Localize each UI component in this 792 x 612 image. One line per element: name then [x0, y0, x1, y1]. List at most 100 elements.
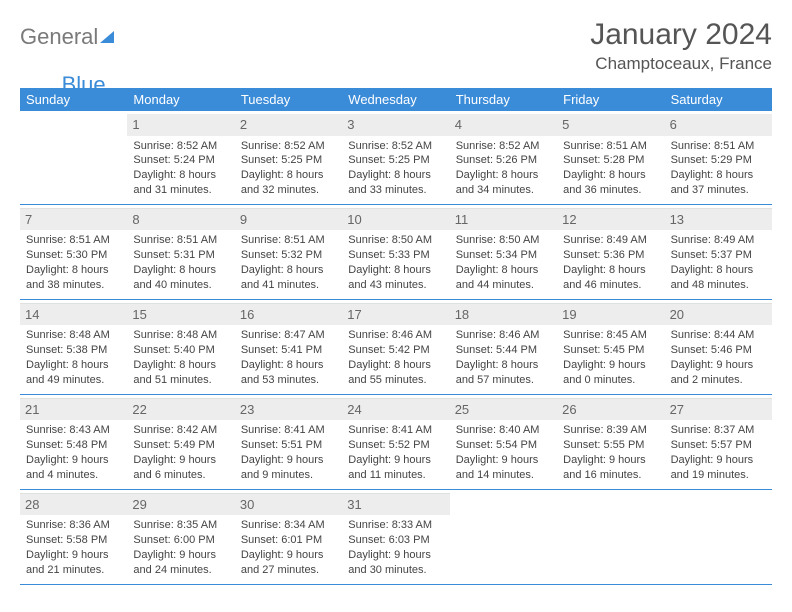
day-cell: 15Sunrise: 8:48 AMSunset: 5:40 PMDayligh… [127, 300, 234, 394]
day-info-line: and 4 minutes. [26, 468, 121, 483]
day-info-line: Daylight: 8 hours [241, 358, 336, 373]
day-info-line: Daylight: 9 hours [26, 548, 121, 563]
day-number: 21 [20, 398, 127, 421]
day-number: 3 [342, 114, 449, 136]
logo-line2: Gen Blue [20, 72, 106, 98]
day-number: 18 [450, 303, 557, 326]
day-info-line: Sunset: 6:00 PM [133, 533, 228, 548]
day-info-line: Sunset: 5:34 PM [456, 248, 551, 263]
day-info-line: Sunrise: 8:36 AM [26, 518, 121, 533]
weekday-header: Saturday [665, 88, 772, 111]
day-info-line: Sunset: 5:25 PM [241, 153, 336, 168]
day-number: 9 [235, 208, 342, 231]
day-cell: 31Sunrise: 8:33 AMSunset: 6:03 PMDayligh… [342, 490, 449, 584]
day-info-line: Sunrise: 8:52 AM [456, 139, 551, 154]
day-cell: 8Sunrise: 8:51 AMSunset: 5:31 PMDaylight… [127, 205, 234, 299]
day-info-line: Sunrise: 8:41 AM [241, 423, 336, 438]
day-info-line: Daylight: 8 hours [456, 263, 551, 278]
day-cell: 22Sunrise: 8:42 AMSunset: 5:49 PMDayligh… [127, 395, 234, 489]
day-info-line: Sunset: 5:37 PM [671, 248, 766, 263]
day-info-line: Sunset: 5:42 PM [348, 343, 443, 358]
day-info-line: and 41 minutes. [241, 278, 336, 293]
day-info-line: Sunrise: 8:45 AM [563, 328, 658, 343]
day-cell: 5 Sunrise: 8:51 AMSunset: 5:28 PMDaylight… [557, 111, 664, 204]
day-cell: 9Sunrise: 8:51 AMSunset: 5:32 PMDaylight… [235, 205, 342, 299]
day-cell: 3Sunrise: 8:52 AMSunset: 5:25 PMDaylight… [342, 111, 449, 204]
day-info-line: Sunrise: 8:40 AM [456, 423, 551, 438]
day-cell: 24Sunrise: 8:41 AMSunset: 5:52 PMDayligh… [342, 395, 449, 489]
day-info-line: Sunrise: 8:51 AM [26, 233, 121, 248]
day-info-line: Sunrise: 8:52 AM [241, 139, 336, 154]
day-info-line: Sunset: 5:51 PM [241, 438, 336, 453]
week-row: 1Sunrise: 8:52 AMSunset: 5:24 PMDaylight… [20, 111, 772, 205]
day-info-line: and 11 minutes. [348, 468, 443, 483]
day-info-line: and 34 minutes. [456, 183, 551, 198]
day-number: 29 [127, 493, 234, 516]
day-info-line: Daylight: 8 hours [563, 168, 658, 183]
day-info-line: Sunrise: 8:52 AM [348, 139, 443, 154]
day-info-line: and 33 minutes. [348, 183, 443, 198]
day-number: 8 [127, 208, 234, 231]
day-info-line: Sunset: 5:55 PM [563, 438, 658, 453]
day-info-line: and 49 minutes. [26, 373, 121, 388]
day-info-line: and 55 minutes. [348, 373, 443, 388]
day-number: 16 [235, 303, 342, 326]
day-cell: 27Sunrise: 8:37 AMSunset: 5:57 PMDayligh… [665, 395, 772, 489]
day-info-line: Sunrise: 8:50 AM [456, 233, 551, 248]
day-number: 31 [342, 493, 449, 516]
day-cell: 28Sunrise: 8:36 AMSunset: 5:58 PMDayligh… [20, 490, 127, 584]
weekday-header: Monday [127, 88, 234, 111]
day-number: 15 [127, 303, 234, 326]
day-cell: 13Sunrise: 8:49 AMSunset: 5:37 PMDayligh… [665, 205, 772, 299]
day-cell: 20Sunrise: 8:44 AMSunset: 5:46 PMDayligh… [665, 300, 772, 394]
day-info-line: Sunrise: 8:35 AM [133, 518, 228, 533]
weekday-header: Tuesday [235, 88, 342, 111]
day-number: 5 [557, 114, 664, 136]
day-info-line: Daylight: 8 hours [456, 168, 551, 183]
day-info-line: Sunset: 5:25 PM [348, 153, 443, 168]
weekday-header: Wednesday [342, 88, 449, 111]
weekday-header: Friday [557, 88, 664, 111]
day-number: 27 [665, 398, 772, 421]
day-info-line: Daylight: 8 hours [133, 358, 228, 373]
calendar: Sunday Monday Tuesday Wednesday Thursday… [20, 88, 772, 585]
day-info-line: Sunset: 5:32 PM [241, 248, 336, 263]
day-info-line: Sunrise: 8:47 AM [241, 328, 336, 343]
day-info-line: Sunset: 5:52 PM [348, 438, 443, 453]
day-info-line: and 57 minutes. [456, 373, 551, 388]
day-cell: 1Sunrise: 8:52 AMSunset: 5:24 PMDaylight… [127, 111, 234, 204]
day-cell: 18Sunrise: 8:46 AMSunset: 5:44 PMDayligh… [450, 300, 557, 394]
day-info-line: Sunrise: 8:46 AM [348, 328, 443, 343]
day-cell: 23Sunrise: 8:41 AMSunset: 5:51 PMDayligh… [235, 395, 342, 489]
day-info-line: Daylight: 9 hours [133, 453, 228, 468]
day-info-line: Sunset: 5:40 PM [133, 343, 228, 358]
day-info-line: Sunset: 5:54 PM [456, 438, 551, 453]
day-info-line: Daylight: 8 hours [26, 358, 121, 373]
day-info-line: and 44 minutes. [456, 278, 551, 293]
day-info-line: and 6 minutes. [133, 468, 228, 483]
day-info-line: and 9 minutes. [241, 468, 336, 483]
day-info-line: Daylight: 9 hours [241, 548, 336, 563]
day-number: 12 [557, 208, 664, 231]
day-cell: 21Sunrise: 8:43 AMSunset: 5:48 PMDayligh… [20, 395, 127, 489]
day-info-line: Daylight: 8 hours [133, 263, 228, 278]
day-cell: 16Sunrise: 8:47 AMSunset: 5:41 PMDayligh… [235, 300, 342, 394]
day-cell [450, 490, 557, 584]
day-number: 10 [342, 208, 449, 231]
header: General January 2024 Champtoceaux, Franc… [20, 18, 772, 74]
day-info-line: Sunset: 5:48 PM [26, 438, 121, 453]
day-cell: 2Sunrise: 8:52 AMSunset: 5:25 PMDaylight… [235, 111, 342, 204]
day-info-line: Sunset: 5:38 PM [26, 343, 121, 358]
day-info-line: Sunrise: 8:39 AM [563, 423, 658, 438]
day-info-line: and 48 minutes. [671, 278, 766, 293]
day-info-line: Sunset: 5:28 PM [563, 153, 658, 168]
day-number: 7 [20, 208, 127, 231]
day-info-line: Daylight: 9 hours [348, 548, 443, 563]
day-number: 28 [20, 493, 127, 516]
day-info-line: Sunset: 5:29 PM [671, 153, 766, 168]
day-info-line: Sunset: 5:30 PM [26, 248, 121, 263]
day-info-line: Sunrise: 8:51 AM [563, 139, 658, 154]
day-info-line: and 27 minutes. [241, 563, 336, 578]
day-info-line: Sunrise: 8:48 AM [26, 328, 121, 343]
day-number: 2 [235, 114, 342, 136]
